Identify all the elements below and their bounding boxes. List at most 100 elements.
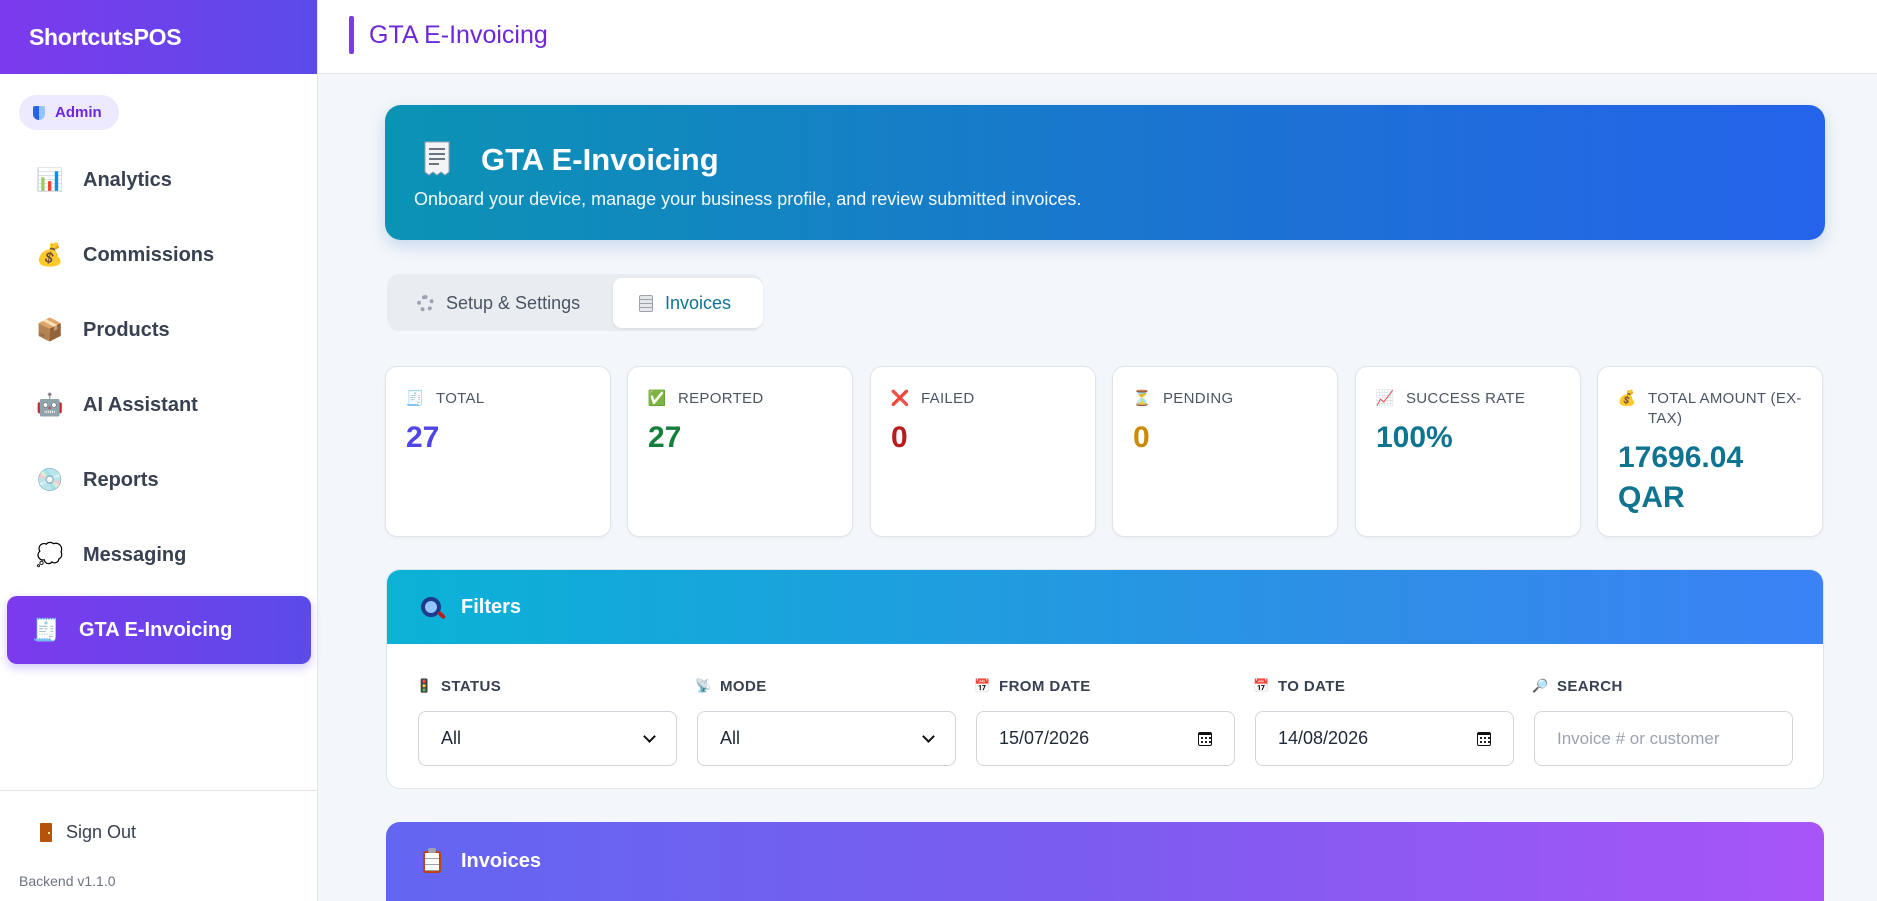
stat-card-total-amount: 💰 TOTAL AMOUNT (EX-TAX) 17696.04 QAR <box>1597 366 1823 537</box>
calendar-picker-icon[interactable] <box>1477 731 1491 746</box>
page-title: GTA E-Invoicing <box>369 21 548 49</box>
role-badge: Admin <box>19 95 119 130</box>
shield-icon <box>33 105 45 120</box>
hourglass-icon: ⏳ <box>1132 390 1152 407</box>
sidebar: ShortcutsPOS Admin 📊 Analytics 💰 Commiss… <box>0 0 318 901</box>
invoices-title: Invoices <box>461 850 542 872</box>
stat-value: 100% <box>1376 421 1453 454</box>
sidebar-item-label: Commissions <box>83 243 215 266</box>
tab-bar: Setup & Settings Invoices <box>387 274 763 331</box>
status-filter: 🚦 STATUS All <box>416 676 677 766</box>
tab-label: Setup & Settings <box>446 292 581 313</box>
status-value: All <box>441 728 462 748</box>
stat-card-total: 🧾 TOTAL 27 <box>385 366 611 537</box>
chevron-down-icon <box>922 729 935 743</box>
mode-value: All <box>720 728 741 748</box>
sidebar-item-gta-e-invoicing[interactable]: 🧾 GTA E-Invoicing <box>7 596 311 664</box>
magnifier-icon: 🔎 <box>1532 678 1549 693</box>
chevron-down-icon <box>643 729 656 743</box>
sidebar-item-label: AI Assistant <box>83 393 198 416</box>
calendar-picker-icon[interactable] <box>1198 731 1212 746</box>
sidebar-item-products[interactable]: 📦 Products <box>7 296 311 364</box>
bar-chart-icon: 📊 <box>36 167 64 192</box>
filters-panel: Filters 🚦 STATUS All 📡 MODE All 📅 FROM DATE… <box>386 569 1824 789</box>
calendar-icon: 📅 <box>974 678 991 693</box>
sidebar-item-commissions[interactable]: 💰 Commissions <box>7 221 311 289</box>
stat-value: 17696.04 QAR <box>1618 441 1744 514</box>
mode-select[interactable]: All <box>697 711 956 766</box>
hero-subtitle: Onboard your device, manage your busines… <box>414 189 1082 209</box>
receipt-icon <box>424 141 450 176</box>
sidebar-item-reports[interactable]: 💿 Reports <box>7 446 311 514</box>
stat-label: TOTAL AMOUNT (EX-TAX) <box>1648 390 1802 427</box>
stat-label: REPORTED <box>678 390 764 407</box>
brand-logo[interactable]: ShortcutsPOS <box>0 0 317 74</box>
calendar-icon: 📅 <box>1253 678 1270 693</box>
stat-value: 27 <box>406 421 440 454</box>
from-date-value: 15/07/2026 <box>999 728 1090 748</box>
stat-label: SUCCESS RATE <box>1406 390 1526 407</box>
search-filter: 🔎 SEARCH Invoice # or customer <box>1532 676 1793 766</box>
hero-banner: GTA E-Invoicing Onboard your device, man… <box>385 105 1825 240</box>
check-box-icon: ✅ <box>647 390 667 407</box>
hero-title: GTA E-Invoicing <box>481 142 719 177</box>
sidebar-item-messaging[interactable]: 💭 Messaging <box>7 521 311 589</box>
money-bag-icon: 💰 <box>36 242 64 267</box>
sidebar-item-label: GTA E-Invoicing <box>79 618 233 641</box>
sidebar-divider <box>0 790 318 791</box>
from-date-label: FROM DATE <box>999 677 1091 695</box>
report-icon: 💿 <box>36 467 64 492</box>
sidebar-nav: 📊 Analytics 💰 Commissions 📦 Products 🤖 A… <box>0 146 318 671</box>
stat-label: FAILED <box>921 390 975 407</box>
cross-icon: ❌ <box>890 390 910 407</box>
sidebar-item-ai-assistant[interactable]: 🤖 AI Assistant <box>7 371 311 439</box>
title-accent-bar <box>349 16 354 54</box>
satellite-icon: 📡 <box>695 678 712 693</box>
stat-value: 0 <box>891 421 908 454</box>
package-icon: 📦 <box>36 317 64 342</box>
mode-filter: 📡 MODE All <box>695 676 956 766</box>
sidebar-item-label: Reports <box>83 468 159 491</box>
version-text: Backend v1.1.0 <box>19 873 116 889</box>
receipt-icon: 🧾 <box>405 390 425 407</box>
tab-invoices[interactable]: Invoices <box>613 278 763 328</box>
filters-header: Filters <box>387 570 1823 644</box>
trend-chart-icon: 📈 <box>1375 390 1395 407</box>
clipboard-icon <box>423 847 441 873</box>
search-input[interactable]: Invoice # or customer <box>1534 711 1793 766</box>
top-header: GTA E-Invoicing <box>318 0 1877 74</box>
to-date-input[interactable]: 14/08/2026 <box>1255 711 1514 766</box>
door-icon <box>40 823 52 842</box>
sign-out-label: Sign Out <box>66 822 137 842</box>
from-date-input[interactable]: 15/07/2026 <box>976 711 1235 766</box>
traffic-light-icon: 🚦 <box>416 678 433 693</box>
search-icon <box>421 597 441 617</box>
sidebar-item-analytics[interactable]: 📊 Analytics <box>7 146 311 214</box>
sidebar-item-label: Products <box>83 318 170 341</box>
filters-title: Filters <box>461 595 522 618</box>
stat-label: PENDING <box>1163 390 1234 407</box>
status-label: STATUS <box>441 677 502 695</box>
to-date-filter: 📅 TO DATE 14/08/2026 <box>1253 676 1514 766</box>
stat-card-success-rate: 📈 SUCCESS RATE 100% <box>1355 366 1581 537</box>
sign-out-button[interactable]: Sign Out <box>40 822 136 843</box>
stats-row: 🧾 TOTAL 27 ✅ REPORTED 27 ❌ FAILED 0 ⏳ PENDIN… <box>385 366 1825 537</box>
receipt-icon: 🧾 <box>32 617 60 642</box>
sidebar-item-label: Analytics <box>83 168 172 191</box>
stat-card-reported: ✅ REPORTED 27 <box>627 366 853 537</box>
sidebar-item-label: Messaging <box>83 543 187 566</box>
to-date-label: TO DATE <box>1278 677 1346 695</box>
stat-label: TOTAL <box>436 390 485 407</box>
role-label: Admin <box>55 104 102 121</box>
speech-bubble-icon: 💭 <box>36 542 64 567</box>
stat-card-pending: ⏳ PENDING 0 <box>1112 366 1338 537</box>
receipt-icon <box>639 294 653 312</box>
money-bag-icon: 💰 <box>1617 390 1637 407</box>
invoices-header: Invoices <box>386 822 1824 901</box>
stat-card-failed: ❌ FAILED 0 <box>870 366 1096 537</box>
status-select[interactable]: All <box>418 711 677 766</box>
tab-setup-settings[interactable]: Setup & Settings <box>417 278 602 328</box>
from-date-filter: 📅 FROM DATE 15/07/2026 <box>974 676 1235 766</box>
robot-icon: 🤖 <box>36 392 64 417</box>
mode-label: MODE <box>720 677 767 695</box>
